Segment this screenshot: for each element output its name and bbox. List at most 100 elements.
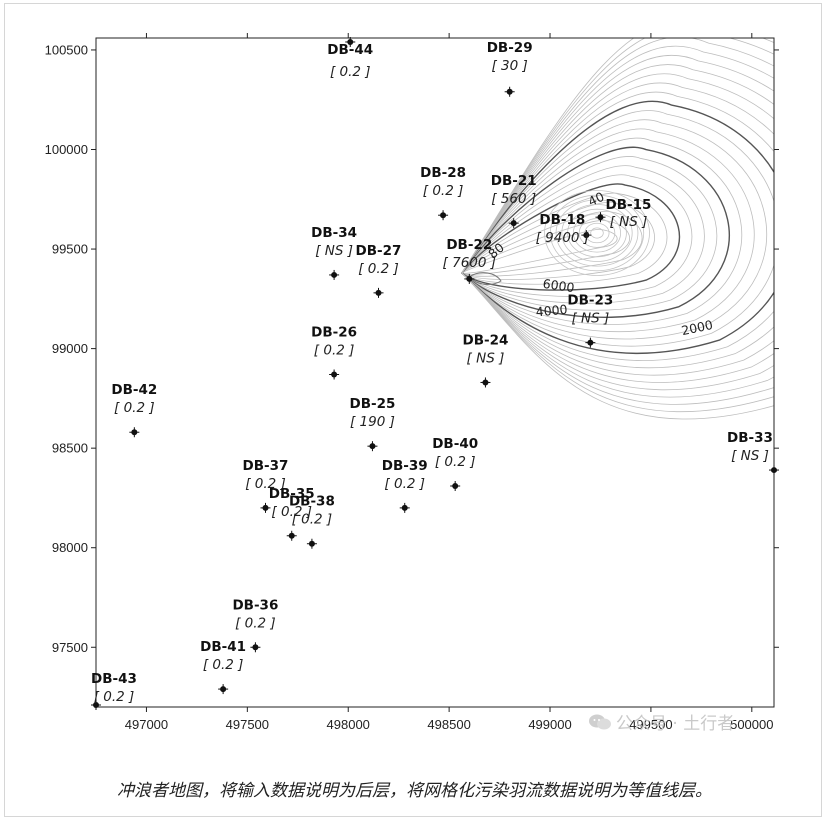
y-tick-label: 98000 <box>52 540 88 555</box>
x-tick-label: 497000 <box>125 717 168 732</box>
well-id-label: DB-39 <box>382 458 428 474</box>
well-id-label: DB-41 <box>200 639 246 655</box>
well-value-label: [ 0.2 ] <box>314 342 355 358</box>
well-db-38[interactable]: DB-38 [ 0.2 ] <box>289 494 335 549</box>
contour-line <box>461 137 742 325</box>
well-marker-icon <box>131 429 138 436</box>
well-db-25[interactable]: DB-25 [ 190 ] <box>350 396 396 452</box>
contour-ring <box>549 194 645 272</box>
y-tick-label: 97500 <box>52 640 88 655</box>
contour-line <box>461 165 705 304</box>
well-db-44[interactable]: DB-44 [ 0.2 ] <box>327 36 373 80</box>
well-value-label: [ 0.2 ] <box>435 454 476 470</box>
well-db-18[interactable]: DB-18 [ 9400 ] <box>536 212 592 246</box>
well-id-label: DB-42 <box>111 382 157 398</box>
contour-line <box>461 100 774 355</box>
y-tick-label: 100500 <box>45 42 88 57</box>
well-value-label: [ 9400 ] <box>536 230 589 246</box>
figure-frame: 497000 497500 498000 498500 499000 499500 5000… <box>4 3 822 817</box>
contour-line <box>461 54 774 391</box>
wechat-icon <box>589 714 611 729</box>
contour-ring <box>578 218 616 248</box>
well-db-15[interactable]: DB-15[ NS ] <box>595 197 651 230</box>
x-axis: 497000 497500 498000 498500 499000 499500 5000… <box>125 33 773 732</box>
contour-line <box>461 110 774 347</box>
x-tick-label: 499500 <box>629 717 672 732</box>
contour-label: 4000 <box>535 302 568 320</box>
well-marker-icon <box>401 504 408 511</box>
well-marker-icon <box>771 467 777 474</box>
well-db-40[interactable]: DB-40 [ 0.2 ] <box>432 436 478 491</box>
well-marker-icon <box>506 88 513 95</box>
well-value-label: [ NS ] <box>315 243 353 259</box>
contour-ring <box>555 199 639 267</box>
well-id-label: DB-26 <box>311 324 357 340</box>
x-tick-label: 497500 <box>226 717 269 732</box>
contour-line <box>461 228 618 274</box>
well-db-26[interactable]: DB-26 [ 0.2 ] <box>311 324 357 380</box>
well-id-label: DB-34 <box>311 225 357 241</box>
contour-line <box>461 201 655 280</box>
well-id-label: DB-29 <box>487 40 533 56</box>
well-id-label: DB-28 <box>420 165 466 181</box>
well-db-36[interactable]: DB-36 [ 0.2 ] <box>232 597 278 653</box>
well-db-29[interactable]: DB-29 [ 30 ] <box>487 40 533 97</box>
x-tick-label: 499000 <box>528 717 571 732</box>
well-marker-icon <box>583 232 590 239</box>
well-id-label: DB-18 <box>539 212 585 228</box>
well-id-label: DB-37 <box>243 458 289 474</box>
contour-label: 2000 <box>680 317 714 338</box>
x-tick-label: 498500 <box>427 717 470 732</box>
well-db-37[interactable]: DB-37 [ 0.2 ] <box>243 458 289 513</box>
well-db-21[interactable]: DB-21 [ 560 ] <box>491 173 537 229</box>
well-value-label: [ 0.2 ] <box>203 657 244 673</box>
well-value-label: [ 0.2 ] <box>423 183 464 199</box>
well-value-label: [ 0.2 ] <box>114 400 155 416</box>
well-value-label: [ NS ] <box>731 448 769 464</box>
well-db-27[interactable]: DB-27 [ 0.2 ] <box>356 243 402 298</box>
contour-line <box>461 82 774 369</box>
well-db-28[interactable]: DB-28 [ 0.2 ] <box>420 165 466 221</box>
contour-ring <box>544 190 650 276</box>
contour-line <box>461 174 693 297</box>
contour-line <box>461 156 718 311</box>
well-id-label: DB-25 <box>350 396 396 412</box>
y-tick-label: 99500 <box>52 242 88 257</box>
well-value-label: [ 190 ] <box>350 414 395 430</box>
watermark-text: 公众号 · 土行者 <box>616 714 735 734</box>
y-tick-label: 100000 <box>45 142 88 157</box>
well-db-39[interactable]: DB-39 [ 0.2 ] <box>382 458 428 513</box>
well-db-35[interactable]: DB-35 [ 0.2 ] <box>269 486 315 541</box>
contour-line <box>461 183 681 291</box>
well-db-34[interactable]: DB-34 [ NS ] <box>311 225 357 280</box>
well-value-label: [ 0.2 ] <box>94 689 135 705</box>
well-marker-icon <box>375 289 382 296</box>
well-id-label: DB-15 <box>606 197 652 213</box>
well-id-label: DB-40 <box>432 436 478 452</box>
well-layer: DB-44 [ 0.2 ] DB-29 [ 30 ] DB-28 [ 0.2 ] DB-21… <box>91 36 779 711</box>
contour-line <box>461 64 774 383</box>
well-db-43[interactable]: DB-43 [ 0.2 ] <box>91 671 137 711</box>
well-db-23[interactable]: DB-23 [ NS ] <box>567 293 613 348</box>
contour-label: 6000 <box>542 276 576 295</box>
contour-line <box>461 146 730 318</box>
well-value-label: [ 0.2 ] <box>330 64 371 80</box>
well-marker-icon <box>587 339 594 346</box>
well-value-label: [ NS ] <box>610 214 648 230</box>
well-marker-icon <box>308 540 315 547</box>
contour-ring <box>572 213 622 253</box>
well-marker-icon <box>466 275 473 282</box>
well-marker-icon <box>452 482 459 489</box>
well-id-label: DB-23 <box>567 293 613 309</box>
well-marker-icon <box>262 504 269 511</box>
contour-lens <box>468 272 502 285</box>
well-db-33[interactable]: DB-33 [ NS ] <box>727 430 779 476</box>
well-marker-icon <box>369 443 376 450</box>
x-tick-label: 498000 <box>327 717 370 732</box>
contour-line <box>461 192 668 285</box>
well-db-41[interactable]: DB-41 [ 0.2 ] <box>200 639 246 695</box>
contour-line <box>461 91 774 362</box>
well-db-42[interactable]: DB-42 [ 0.2 ] <box>111 382 157 438</box>
well-db-24[interactable]: DB-24 [ NS ] <box>463 332 509 388</box>
well-db-22[interactable]: DB-22 [ 7600 ] <box>443 237 496 284</box>
